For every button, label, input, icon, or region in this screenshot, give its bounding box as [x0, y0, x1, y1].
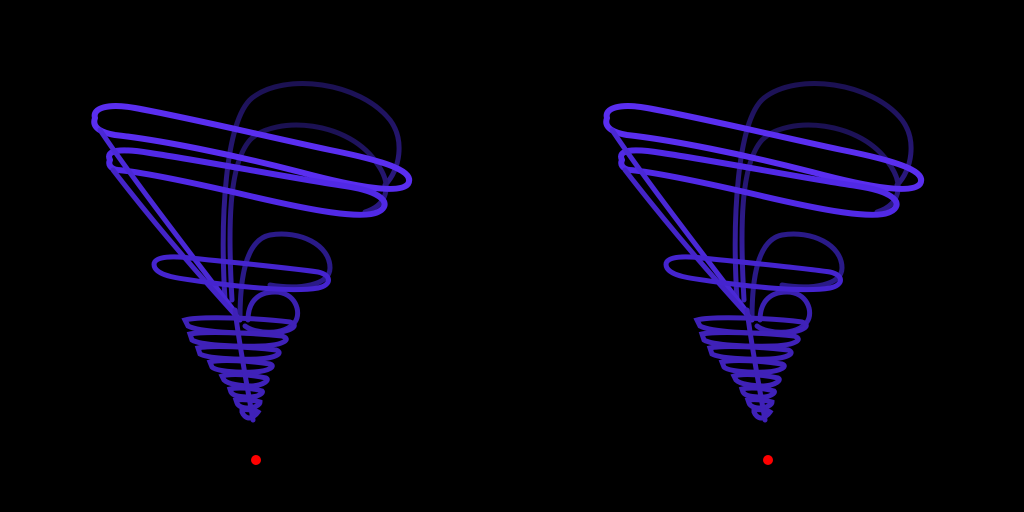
left-trail-coil-group	[181, 307, 297, 423]
right-trail-top-ellipse	[603, 103, 925, 192]
right-trail-back-loop-2	[739, 122, 901, 303]
left-trail-back-loop-4	[242, 289, 301, 335]
left-trail-top-ellipse	[91, 103, 413, 192]
right-trail-back-loop-3	[749, 231, 845, 321]
left-trail-mid-ellipse	[151, 254, 331, 293]
left-red-marker	[251, 455, 261, 465]
left-trail-back-loop-3	[237, 231, 333, 321]
left-trail-funnel-strand-2	[110, 167, 243, 323]
left-trail-back-loop-1	[220, 81, 402, 303]
left-trail-back-loop-2	[227, 122, 389, 303]
right-trail-funnel-strand-2	[622, 167, 755, 323]
left-stereo-view	[91, 81, 413, 465]
right-red-marker	[763, 455, 773, 465]
right-trail-mid-ellipse	[663, 254, 843, 293]
right-trail-back-loop-4	[754, 289, 813, 335]
left-vortex-svg	[91, 81, 413, 465]
right-stereo-view	[512, 0, 1024, 512]
right-trail-back-loop-1	[732, 81, 914, 303]
right-trail-coil-group	[693, 307, 809, 423]
right-vortex-svg	[603, 81, 925, 465]
